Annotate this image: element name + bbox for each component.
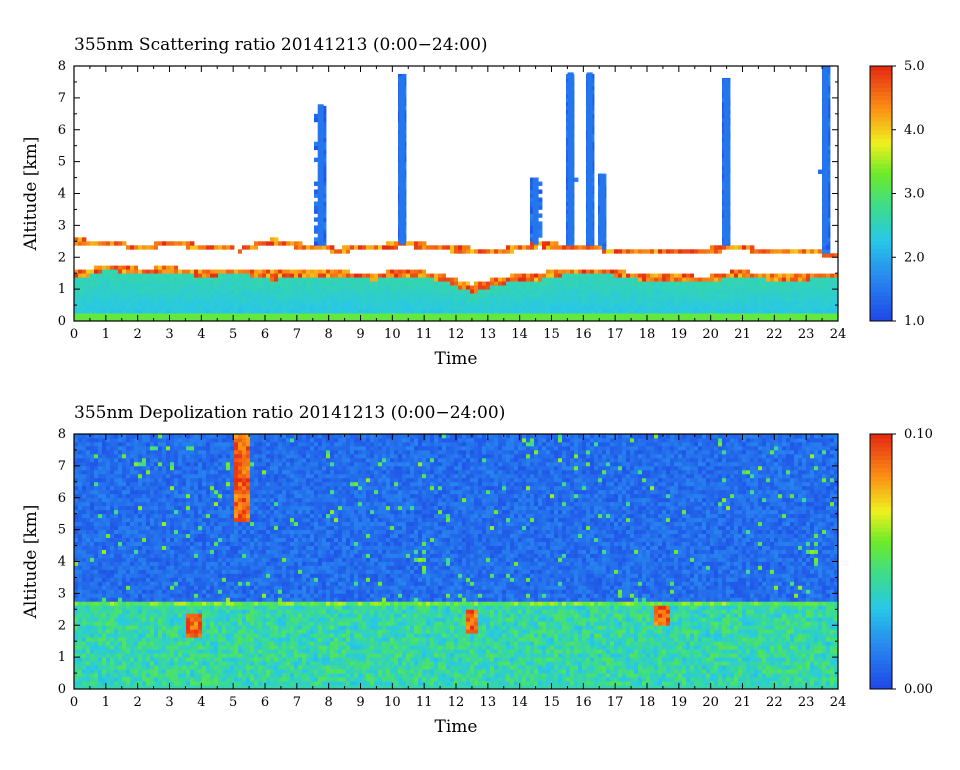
depol-x-tick-15: 15 [543,695,560,710]
scat-colorbar-tick-5.0: 5.0 [904,59,925,74]
scat-y-tick-4: 4 [58,187,66,202]
scat-x-tick-4: 4 [197,327,205,342]
plume-7 [822,66,828,245]
depol-x-tick-24: 24 [830,695,847,710]
scat-x-tick-24: 24 [830,327,847,342]
depol-x-tick-23: 23 [798,695,815,710]
scat-x-tick-3: 3 [165,327,173,342]
depol-x-tick-11: 11 [416,695,433,710]
scat-x-tick-2: 2 [134,327,142,342]
depol-x-tick-18: 18 [639,695,656,710]
scat-x-tick-17: 17 [607,327,624,342]
plume-6 [724,79,730,245]
scat-colorbar-tick-4.0: 4.0 [904,123,925,138]
depol-colorbar-tick-0.00: 0.00 [904,682,933,697]
scat-x-tick-16: 16 [575,327,592,342]
depol-colorbar: 0.00 0.10 [870,427,933,697]
plume-0 [318,104,324,244]
scat-x-tick-9: 9 [356,327,364,342]
depol-x-tick-6: 6 [261,695,269,710]
depol-y-tick-7: 7 [58,459,66,474]
scat-y-tick-8: 8 [58,59,66,74]
depol-y-tick-0: 0 [58,682,66,697]
depol-colorbar-tick-0.10: 0.10 [904,427,933,442]
scat-y-tick-1: 1 [58,282,66,297]
depol-heatmap [74,434,838,689]
depol-x-tick-0: 0 [70,695,78,710]
scat-x-tick-18: 18 [639,327,656,342]
depol-x-tick-19: 19 [671,695,688,710]
depol-x-tick-1: 1 [102,695,110,710]
depol-y-tick-5: 5 [58,523,66,538]
depol-x-tick-10: 10 [384,695,401,710]
scat-x-tick-0: 0 [70,327,78,342]
scat-x-tick-5: 5 [229,327,237,342]
scat-y-tick-3: 3 [58,218,66,233]
scat-y-axis-label: Altitude [km] [21,137,41,252]
scat-y-tick-6: 6 [58,123,66,138]
lidar-figure: 355nm Scattering ratio 20141213 (0:00−24… [0,0,960,770]
depol-y-tick-1: 1 [58,650,66,665]
scat-y-tick-7: 7 [58,91,66,106]
depol-x-axis-label: Time [435,717,478,737]
scat-x-tick-13: 13 [480,327,497,342]
scat-colorbar-tick-3.0: 3.0 [904,187,925,202]
scat-title: 355nm Scattering ratio 20141213 (0:00−24… [74,35,488,55]
depol-x-tick-13: 13 [480,695,497,710]
depol-y-tick-3: 3 [58,586,66,601]
plume-2 [533,178,539,245]
scat-x-tick-23: 23 [798,327,815,342]
depol-x-tick-21: 21 [734,695,751,710]
depol-x-tick-14: 14 [511,695,528,710]
scat-x-tick-7: 7 [293,327,301,342]
scat-x-tick-8: 8 [325,327,333,342]
scat-y-tick-0: 0 [58,314,66,329]
depol-x-tick-4: 4 [197,695,205,710]
scat-x-tick-6: 6 [261,327,269,342]
scat-colorbar-tick-2.0: 2.0 [904,250,925,265]
scat-x-tick-14: 14 [511,327,528,342]
scat-x-tick-12: 12 [448,327,465,342]
scat-x-tick-21: 21 [734,327,751,342]
scat-x-tick-1: 1 [102,327,110,342]
depol-y-tick-6: 6 [58,491,66,506]
plume-3 [568,72,574,244]
scat-x-tick-22: 22 [766,327,783,342]
depol-y-tick-4: 4 [58,555,66,570]
scat-colorbar: 1.0 2.0 3.0 4.0 5.0 [870,59,925,329]
scat-x-tick-11: 11 [416,327,433,342]
depol-x-tick-16: 16 [575,695,592,710]
depol-panel: 355nm Depolization ratio 20141213 (0:00−… [21,403,933,737]
plume-5 [599,174,605,244]
depol-x-tick-2: 2 [134,695,142,710]
plume-1 [399,76,405,245]
scat-x-tick-20: 20 [702,327,719,342]
scat-x-tick-10: 10 [384,327,401,342]
depol-x-tick-12: 12 [448,695,465,710]
depol-x-tick-9: 9 [356,695,364,710]
scat-colorbar-tick-1.0: 1.0 [904,314,925,329]
depol-x-tick-17: 17 [607,695,624,710]
depol-x-tick-8: 8 [325,695,333,710]
depol-y-tick-8: 8 [58,427,66,442]
scat-panel: 355nm Scattering ratio 20141213 (0:00−24… [21,35,925,369]
scat-x-tick-15: 15 [543,327,560,342]
scat-y-tick-2: 2 [58,250,66,265]
plume-4 [587,72,593,244]
depol-x-tick-5: 5 [229,695,237,710]
scat-x-tick-19: 19 [671,327,688,342]
depol-title: 355nm Depolization ratio 20141213 (0:00−… [74,403,505,423]
depol-y-tick-2: 2 [58,618,66,633]
depol-x-tick-20: 20 [702,695,719,710]
depol-x-tick-7: 7 [293,695,301,710]
depol-x-tick-3: 3 [165,695,173,710]
depol-y-axis-label: Altitude [km] [21,505,41,620]
scat-x-axis-label: Time [435,349,478,369]
depol-x-tick-22: 22 [766,695,783,710]
scat-y-tick-5: 5 [58,155,66,170]
